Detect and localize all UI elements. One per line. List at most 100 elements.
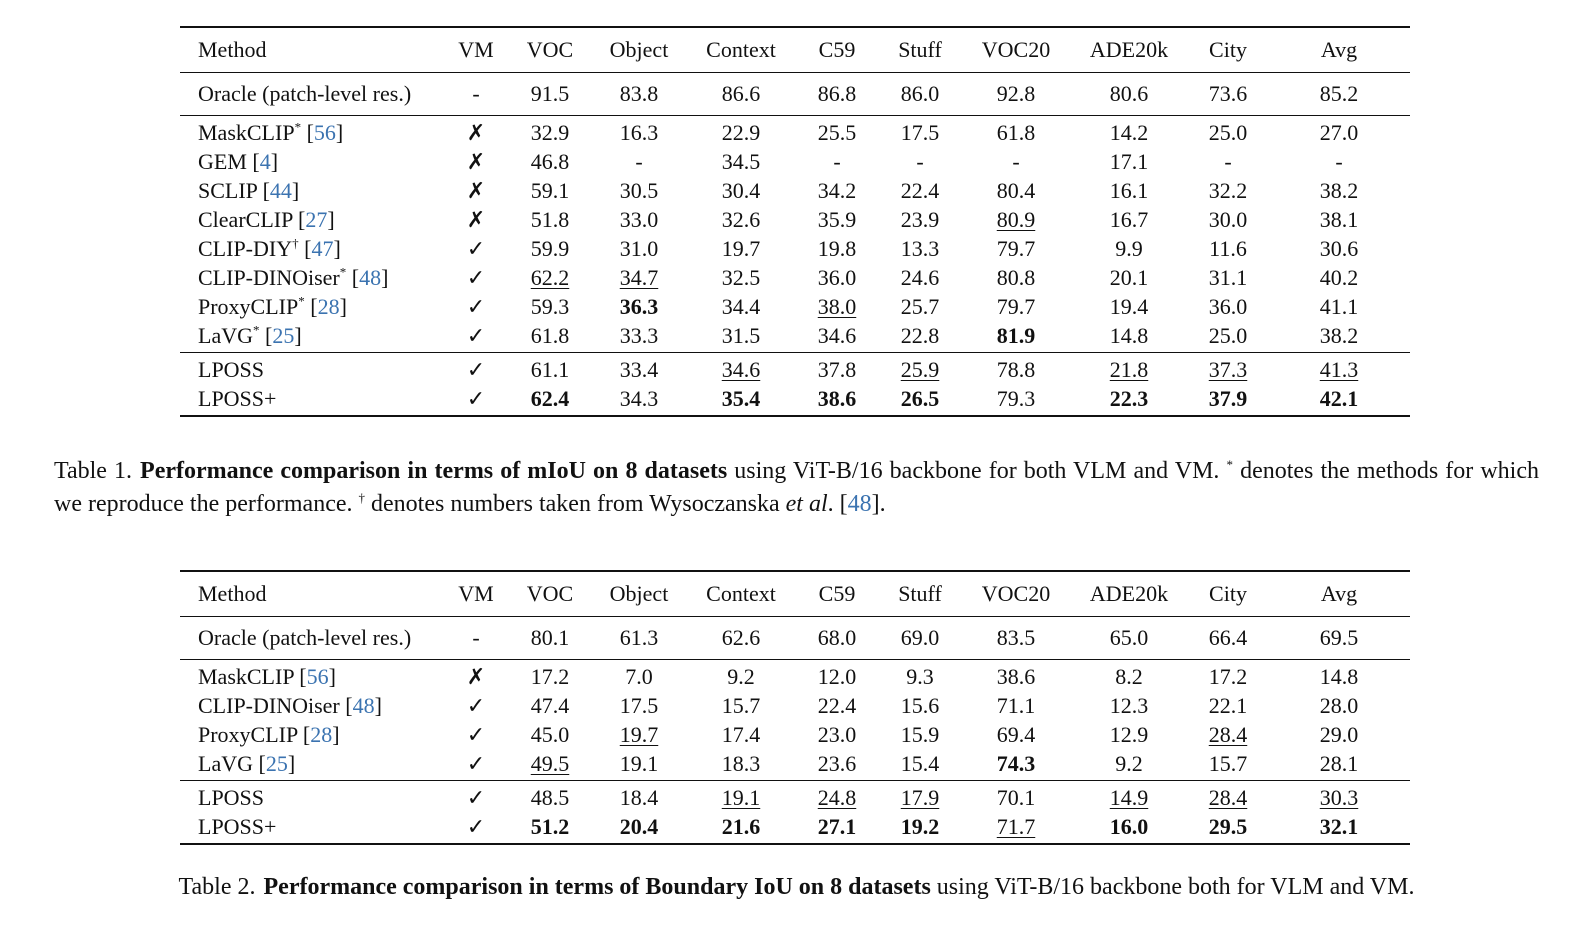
value-cell: 61.8: [962, 120, 1070, 146]
value-cell: 14.9: [1070, 785, 1188, 811]
value: 9.3: [906, 663, 934, 689]
table-row: LPOSS ✓ 61.1 33.4 34.6 37.8 25.9 78.8 21.8 37.3 41…: [180, 355, 1410, 384]
citation-link[interactable]: 48: [352, 692, 375, 718]
value-cell: 51.2: [508, 814, 592, 840]
value: 61.3: [619, 625, 659, 650]
value: 31.1: [1208, 264, 1248, 290]
value-cell: 62.4: [508, 386, 592, 412]
header-row: Method VM VOC Object Context C59 Stuff VOC20 ADE…: [180, 30, 1410, 70]
citation-link[interactable]: 48: [359, 264, 382, 290]
value: 51.2: [530, 813, 570, 839]
bracket: ]: [328, 663, 336, 689]
value: 28.0: [1319, 692, 1359, 718]
value: 85.2: [1319, 81, 1359, 106]
caption-text: using ViT-B/16 backbone both for VLM and…: [930, 874, 1415, 900]
value-cell: 17.5: [592, 693, 686, 719]
value-cell: 34.3: [592, 386, 686, 412]
value: 25.0: [1208, 119, 1248, 145]
value-cell: 73.6: [1188, 81, 1268, 107]
value: 7.0: [625, 663, 653, 689]
value: 33.3: [619, 322, 659, 348]
vm-cell: -: [472, 625, 480, 650]
vm-cell: ✓: [466, 784, 486, 810]
value-cell: 17.2: [1188, 664, 1268, 690]
citation-link[interactable]: 47: [311, 235, 334, 261]
value: 15.7: [721, 692, 761, 718]
value-cell: 38.6: [962, 664, 1070, 690]
vm-cell: ✗: [466, 206, 486, 232]
value-cell: 22.4: [796, 693, 878, 719]
value-cell: 25.0: [1188, 120, 1268, 146]
citation-link[interactable]: 48: [847, 491, 872, 517]
value: 32.9: [530, 119, 570, 145]
value-cell: 71.1: [962, 693, 1070, 719]
method-cell: LPOSS+: [180, 386, 444, 412]
value: 79.3: [996, 385, 1036, 411]
value-cell: 19.1: [592, 751, 686, 777]
header-section: Method VM VOC Object Context C59 Stuff VOC20 ADE…: [180, 572, 1410, 616]
value-cell: -: [1188, 149, 1268, 175]
value-cell: 30.0: [1188, 207, 1268, 233]
value-cell: 11.6: [1188, 236, 1268, 262]
value-cell: 68.0: [796, 625, 878, 651]
value-cell: 32.2: [1188, 178, 1268, 204]
value-cell: 86.6: [686, 81, 796, 107]
header-row: Method VM VOC Object Context C59 Stuff VOC20 ADE…: [180, 574, 1410, 614]
value: -: [916, 148, 924, 174]
citation-link[interactable]: 28: [310, 721, 333, 747]
citation-link[interactable]: 44: [269, 177, 292, 203]
value: 19.7: [619, 721, 659, 747]
value-cell: 33.0: [592, 207, 686, 233]
value-cell: 37.3: [1188, 357, 1268, 383]
method-name: SCLIP: [198, 177, 258, 203]
value-cell: 86.0: [878, 81, 962, 107]
table-row: Oracle (patch-level res.) - 80.1 61.3 62.6 68…: [180, 619, 1410, 657]
value: 38.6: [996, 663, 1036, 689]
value-cell: 23.0: [796, 722, 878, 748]
value-cell: 34.5: [686, 149, 796, 175]
vm-cell: ✓: [466, 721, 486, 747]
value: 17.2: [530, 663, 570, 689]
bracket: [: [297, 721, 311, 747]
value: 23.6: [817, 750, 857, 776]
value: 32.6: [721, 206, 761, 232]
value: -: [1012, 148, 1020, 174]
value-cell: 27.0: [1268, 120, 1410, 146]
citation-link[interactable]: 4: [259, 148, 271, 174]
value: 29.5: [1208, 813, 1248, 839]
value-cell: 14.8: [1268, 664, 1410, 690]
caption-text: using ViT-B/16 backbone for both VLM and…: [727, 458, 1227, 484]
value: 9.2: [1115, 750, 1143, 776]
value: 13.3: [900, 235, 940, 261]
value-cell: 49.5: [508, 751, 592, 777]
caption-text: denotes numbers taken from Wysoczanska: [365, 491, 786, 517]
value-cell: 15.9: [878, 722, 962, 748]
value: 16.3: [619, 119, 659, 145]
value: 8.2: [1115, 663, 1143, 689]
value-cell: 16.7: [1070, 207, 1188, 233]
bracket: [: [293, 663, 307, 689]
value-cell: 25.0: [1188, 323, 1268, 349]
value: 24.6: [900, 264, 940, 290]
citation-link[interactable]: 28: [317, 293, 340, 319]
vm-cell: ✗: [466, 148, 486, 174]
value-cell: 69.0: [878, 625, 962, 651]
value: 73.6: [1208, 81, 1248, 106]
value: 59.1: [530, 177, 570, 203]
value-cell: 21.8: [1070, 357, 1188, 383]
citation-link[interactable]: 25: [272, 322, 295, 348]
value-cell: 70.1: [962, 785, 1070, 811]
citation-link[interactable]: 56: [313, 119, 336, 145]
citation-link[interactable]: 56: [306, 663, 329, 689]
value-cell: 22.1: [1188, 693, 1268, 719]
citation-link[interactable]: 27: [305, 206, 328, 232]
column-header: Avg: [1320, 37, 1358, 62]
value: 35.4: [721, 385, 761, 411]
citation-link[interactable]: 25: [265, 750, 288, 776]
value: 9.9: [1115, 235, 1143, 261]
value: 62.4: [530, 385, 570, 411]
column-header: ADE20k: [1089, 37, 1169, 62]
vm-cell: ✗: [466, 663, 486, 689]
caption-title: Performance comparison in terms of mIoU …: [140, 458, 728, 484]
value: 28.1: [1319, 750, 1359, 776]
